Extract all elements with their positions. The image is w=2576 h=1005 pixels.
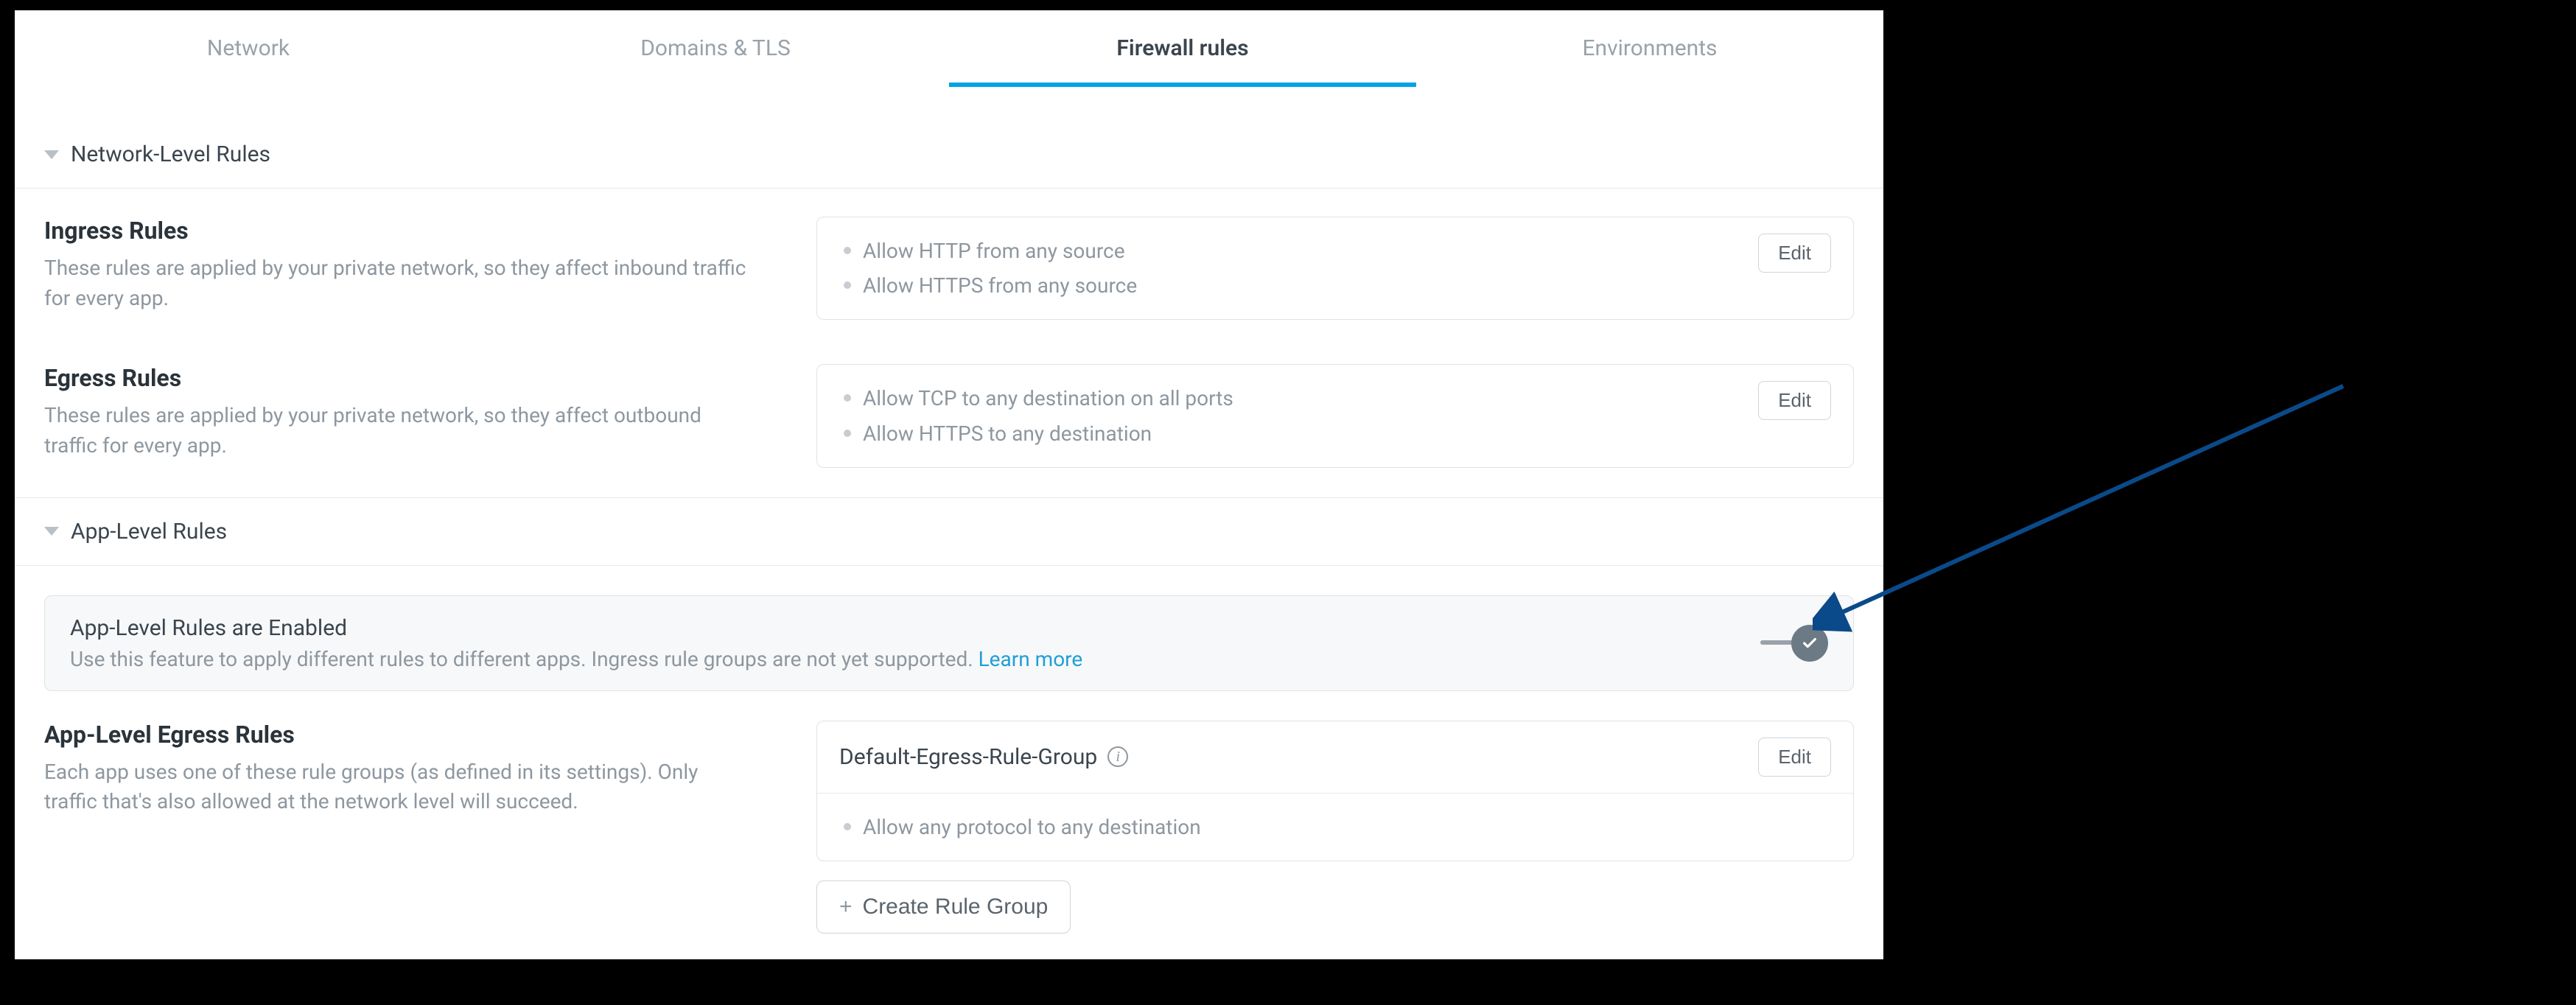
rule-group-name-text: Default-Egress-Rule-Group xyxy=(839,744,1097,770)
rule-group-box: Default-Egress-Rule-Group i Edit Allow a… xyxy=(816,721,1854,861)
create-rule-group-button[interactable]: + Create Rule Group xyxy=(816,880,1071,934)
egress-rule-item: Allow HTTPS to any destination xyxy=(839,416,1233,451)
app-egress-title: App-Level Egress Rules xyxy=(44,721,781,749)
egress-desc: These rules are applied by your private … xyxy=(44,401,752,461)
egress-row: Egress Rules These rules are applied by … xyxy=(15,349,1883,497)
ingress-desc-col: Ingress Rules These rules are applied by… xyxy=(44,217,781,320)
learn-more-link[interactable]: Learn more xyxy=(979,647,1083,671)
toggle-knob-check-icon xyxy=(1791,625,1828,662)
ingress-row: Ingress Rules These rules are applied by… xyxy=(15,189,1883,349)
tab-firewall-rules[interactable]: Firewall rules xyxy=(949,10,1416,86)
egress-desc-col: Egress Rules These rules are applied by … xyxy=(44,364,781,467)
rule-group-item: Allow any protocol to any destination xyxy=(839,810,1831,844)
app-level-toggle[interactable] xyxy=(1760,632,1828,654)
tab-domains-tls[interactable]: Domains & TLS xyxy=(482,10,949,86)
app-banner-wrap: App-Level Rules are Enabled Use this fea… xyxy=(15,566,1883,706)
section-app-level[interactable]: App-Level Rules xyxy=(15,497,1883,566)
section-network-level[interactable]: Network-Level Rules xyxy=(15,121,1883,189)
egress-rule-item: Allow TCP to any destination on all port… xyxy=(839,381,1233,416)
ingress-rule-box: Allow HTTP from any source Allow HTTPS f… xyxy=(816,217,1854,320)
ingress-title: Ingress Rules xyxy=(44,217,781,245)
rule-group-edit-button[interactable]: Edit xyxy=(1758,738,1831,777)
create-rule-group-label: Create Rule Group xyxy=(863,894,1049,920)
group-col: Default-Egress-Rule-Group i Edit Allow a… xyxy=(816,721,1854,934)
ingress-rule-item: Allow HTTP from any source xyxy=(839,234,1137,268)
banner-text: App-Level Rules are Enabled Use this fea… xyxy=(70,615,1082,671)
plus-icon: + xyxy=(839,896,853,918)
annotation-arrow xyxy=(1813,383,2373,648)
rule-group-header: Default-Egress-Rule-Group i Edit xyxy=(817,721,1853,794)
rule-group-name: Default-Egress-Rule-Group i xyxy=(839,744,1128,770)
banner-sub-text: Use this feature to apply different rule… xyxy=(70,647,979,671)
banner-title: App-Level Rules are Enabled xyxy=(70,615,1082,641)
tabs: Network Domains & TLS Firewall rules Env… xyxy=(15,10,1883,87)
rule-group-body: Allow any protocol to any destination xyxy=(817,794,1853,861)
info-icon[interactable]: i xyxy=(1107,746,1128,767)
caret-down-icon xyxy=(44,527,59,536)
rule-group-list: Allow any protocol to any destination xyxy=(839,810,1831,844)
app-level-banner: App-Level Rules are Enabled Use this fea… xyxy=(44,595,1854,691)
banner-sub: Use this feature to apply different rule… xyxy=(70,647,1082,671)
section-title: Network-Level Rules xyxy=(71,141,270,167)
ingress-desc: These rules are applied by your private … xyxy=(44,253,752,313)
app-egress-desc-col: App-Level Egress Rules Each app uses one… xyxy=(44,721,781,934)
ingress-edit-button[interactable]: Edit xyxy=(1758,234,1831,273)
app-egress-desc: Each app uses one of these rule groups (… xyxy=(44,757,752,817)
caret-down-icon xyxy=(44,150,59,159)
egress-title: Egress Rules xyxy=(44,364,781,392)
ingress-rule-list: Allow HTTP from any source Allow HTTPS f… xyxy=(839,234,1137,303)
ingress-rule-item: Allow HTTPS from any source xyxy=(839,268,1137,303)
app-egress-row: App-Level Egress Rules Each app uses one… xyxy=(15,706,1883,963)
egress-rule-box: Allow TCP to any destination on all port… xyxy=(816,364,1854,467)
tab-environments[interactable]: Environments xyxy=(1416,10,1883,86)
section-title: App-Level Rules xyxy=(71,519,227,544)
tab-network[interactable]: Network xyxy=(15,10,482,86)
egress-rule-list: Allow TCP to any destination on all port… xyxy=(839,381,1233,450)
settings-panel: Network Domains & TLS Firewall rules Env… xyxy=(15,10,1883,959)
egress-edit-button[interactable]: Edit xyxy=(1758,381,1831,420)
